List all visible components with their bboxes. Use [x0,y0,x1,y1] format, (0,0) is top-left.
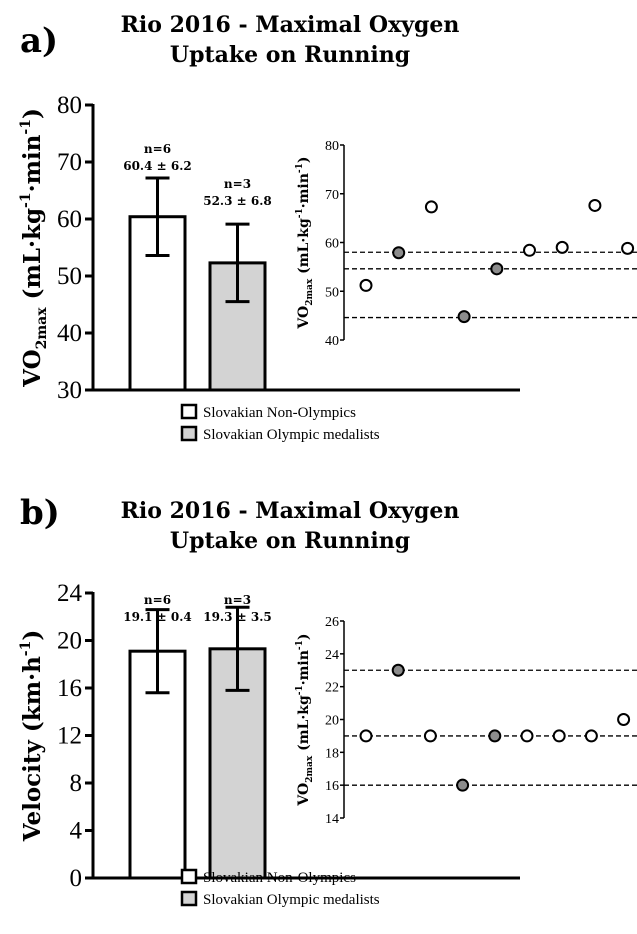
data-point [523,243,536,257]
inset-y-axis-label: VO2max (mL·kg-1·min-1) [295,156,315,329]
inset-y-tick-label: 20 [325,714,339,729]
y-tick-label: 60 [57,206,82,233]
chart-title: Rio 2016 - Maximal Oxygen [121,12,460,38]
y-tick-label: 30 [57,377,82,404]
inset-y-tick-label: 24 [325,648,339,663]
inset-y-tick-label: 50 [325,285,339,300]
legend: Slovakian Non-Olympics Slovakian Olympic … [180,868,380,908]
data-point [423,729,437,743]
data-point [488,729,502,743]
inset-y-tick-label: 40 [325,334,339,349]
data-point [552,729,566,743]
data-label: 52.3 ± 6.8 [203,194,272,208]
legend-swatch-medalists [180,425,198,442]
data-point [424,200,438,214]
data-label: n=3 [224,593,251,607]
data-point [457,310,471,324]
y-tick-label: 40 [57,320,82,347]
inset-y-tick-label: 70 [325,188,339,203]
data-point [392,246,406,260]
data-point [584,729,598,743]
legend-swatch-medalists [180,890,198,907]
y-tick-label: 80 [57,92,82,119]
inset-scatter: 14 16 18 20 22 24 26 VO2max (mL·kg-1·min-1) [295,615,637,827]
inset-y-tick-label: 80 [325,139,339,154]
chart-title: Uptake on Running [170,528,410,554]
legend-label: Slovakian Olympic medalists [203,892,380,908]
legend: Slovakian Non-Olympics Slovakian Olympic … [180,403,380,443]
inset-y-tick-label: 16 [325,779,339,794]
y-tick-label: 16 [57,675,82,702]
y-axis-label: VO2max (mL·kg-1·min-1) [18,108,50,388]
panel-letter: a) [20,21,58,61]
data-label: 60.4 ± 6.2 [123,159,192,173]
data-label: n=3 [224,177,251,191]
data-point [617,713,631,726]
y-tick-label: 0 [70,865,83,892]
legend-swatch-non-olympics [180,868,198,885]
data-point [456,778,470,792]
y-tick-label: 12 [57,723,82,750]
y-tick-label: 4 [70,818,83,845]
data-point [621,241,635,255]
inset-y-tick-label: 14 [325,812,339,827]
chart-title: Uptake on Running [170,42,410,68]
data-point [359,278,373,292]
y-tick-label: 70 [57,149,82,176]
data-label: 19.1 ± 0.4 [123,610,192,624]
inset-y-axis-label: VO2max (mL·kg-1·min-1) [295,633,315,806]
data-label: n=6 [144,142,171,156]
panel-letter: b) [20,493,60,533]
y-tick-label: 8 [70,770,83,797]
data-point [391,663,405,677]
data-point [359,729,373,743]
inset-y-tick-label: 26 [325,615,339,630]
y-tick-label: 50 [57,263,82,290]
data-point [490,262,504,276]
inset-y-tick-label: 18 [325,746,339,761]
legend-label: Slovakian Non-Olympics [203,870,356,886]
y-axis-label: Velocity (km·h-1) [18,630,46,843]
chart-panel-b: b) Rio 2016 - Maximal Oxygen Uptake on Run… [18,493,637,908]
data-label: 19.3 ± 3.5 [203,610,272,624]
inset-y-tick-label: 22 [325,681,339,696]
y-tick-label: 20 [57,628,82,655]
data-label: n=6 [144,593,171,607]
data-point [555,240,569,254]
y-tick-label: 24 [57,580,83,607]
legend-swatch-non-olympics [180,403,198,420]
legend-label: Slovakian Non-Olympics [203,405,356,421]
chart-panel-a: a) Rio 2016 - Maximal Oxygen Uptake on Run… [18,12,637,443]
data-point [520,729,534,743]
inset-y-tick-label: 60 [325,237,339,252]
inset-scatter: 40 50 60 70 80 VO2max (mL·kg-1·min-1) [295,139,637,349]
data-point [588,198,602,212]
legend-label: Slovakian Olympic medalists [203,427,380,443]
chart-title: Rio 2016 - Maximal Oxygen [121,498,460,524]
